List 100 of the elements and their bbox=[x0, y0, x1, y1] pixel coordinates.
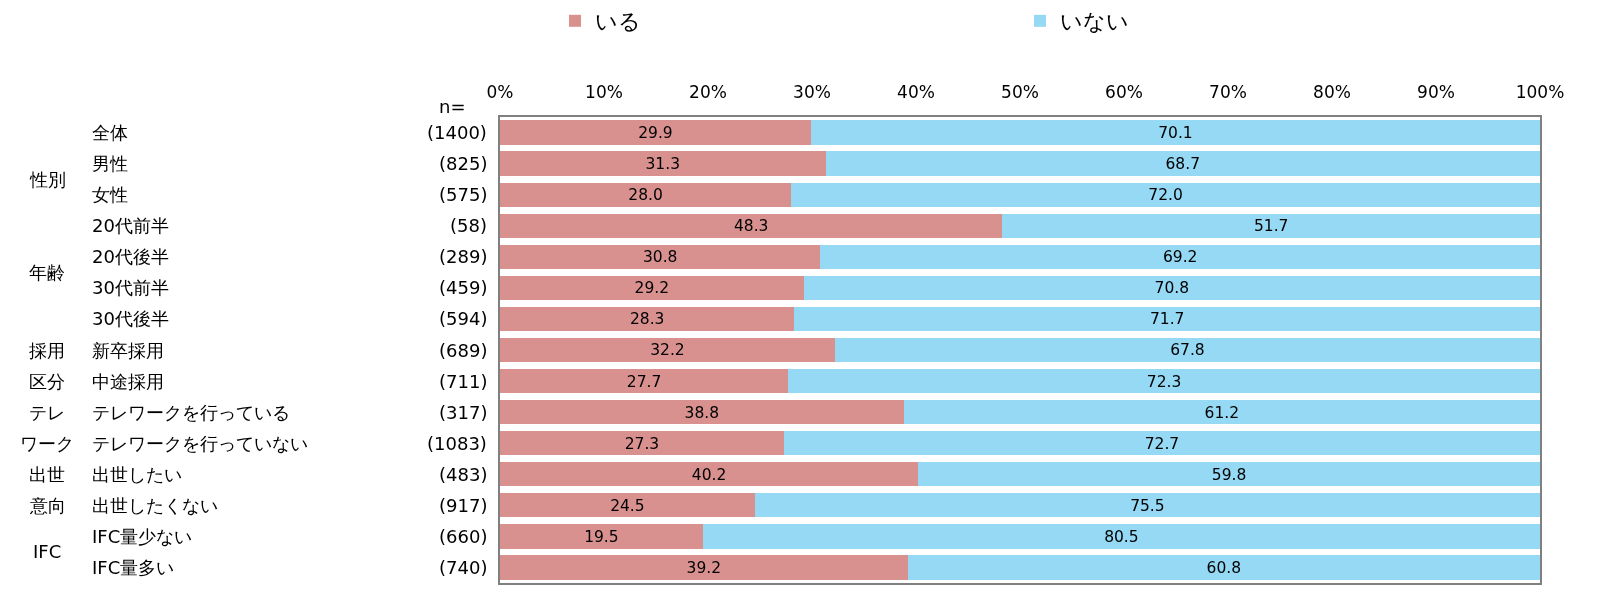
text: (740) bbox=[439, 557, 488, 578]
bar bbox=[500, 182, 792, 207]
data-label: 60.8 bbox=[1206, 558, 1242, 577]
data-label: 27.3 bbox=[624, 434, 660, 453]
y-tick-label: 全体 bbox=[92, 122, 128, 143]
text: (1083) bbox=[427, 433, 487, 454]
text: (459) bbox=[439, 277, 488, 298]
legend-label: いる bbox=[595, 9, 641, 35]
bar bbox=[500, 306, 795, 332]
data-label: 72.0 bbox=[1148, 186, 1183, 205]
bar bbox=[500, 368, 789, 394]
text: ワーク bbox=[20, 433, 74, 454]
y-tick-label: 男性 bbox=[92, 153, 128, 174]
bar bbox=[788, 368, 1540, 394]
text: 意向 bbox=[29, 495, 66, 516]
data-label: 68.7 bbox=[1165, 155, 1201, 174]
bar bbox=[500, 431, 784, 456]
bar bbox=[500, 493, 755, 518]
x-tick-label: 10% bbox=[585, 82, 623, 103]
bar bbox=[918, 462, 1540, 487]
text: n= bbox=[439, 96, 466, 117]
text: (689) bbox=[439, 340, 488, 361]
data-label: 48.3 bbox=[733, 217, 769, 236]
data-label: 40.2 bbox=[691, 465, 727, 484]
data-label: 29.9 bbox=[638, 124, 673, 142]
text: (917) bbox=[439, 495, 488, 516]
y-tick-label: IFC量少ない bbox=[92, 526, 193, 547]
bar bbox=[1002, 213, 1540, 238]
y-tick-label: 出世したい bbox=[92, 464, 182, 485]
x-tick-label: 0% bbox=[486, 82, 514, 103]
data-label: 75.5 bbox=[1130, 496, 1165, 515]
y-tick-label: 30代前半 bbox=[92, 277, 169, 298]
bar bbox=[702, 524, 1540, 549]
data-label: 19.5 bbox=[584, 527, 619, 546]
x-tick-label: 90% bbox=[1417, 82, 1455, 103]
x-tick-label: 60% bbox=[1105, 82, 1143, 103]
text: IFC bbox=[33, 541, 62, 562]
bar bbox=[500, 555, 908, 580]
text: テレ bbox=[29, 402, 65, 423]
y-tick-label: 女性 bbox=[92, 184, 128, 205]
bar bbox=[810, 120, 1540, 145]
text: (289) bbox=[439, 246, 488, 267]
data-label: 67.8 bbox=[1170, 341, 1205, 360]
data-label: 38.8 bbox=[684, 403, 719, 422]
text: (317) bbox=[439, 402, 488, 423]
bar bbox=[500, 462, 919, 487]
text: (1400) bbox=[427, 122, 487, 143]
bar bbox=[803, 275, 1540, 300]
bar bbox=[834, 337, 1540, 363]
bar bbox=[754, 493, 1540, 518]
y-tick-label: IFC量多い bbox=[92, 557, 175, 578]
bar bbox=[500, 400, 904, 425]
bar bbox=[794, 306, 1540, 332]
bar bbox=[500, 151, 826, 176]
data-label: 70.8 bbox=[1154, 279, 1190, 298]
data-label: 71.7 bbox=[1149, 310, 1185, 329]
y-tick-label: 新卒採用 bbox=[92, 340, 164, 361]
bar bbox=[500, 275, 804, 300]
text: 採用 bbox=[29, 340, 65, 361]
y-tick-label: 中途採用 bbox=[92, 371, 164, 392]
y-tick-label: 30代後半 bbox=[92, 308, 169, 329]
data-label: 72.7 bbox=[1144, 434, 1180, 453]
data-label: 32.2 bbox=[650, 341, 685, 360]
y-tick-label: テレワークを行っている bbox=[92, 402, 290, 423]
x-tick-label: 50% bbox=[1001, 82, 1039, 103]
bar bbox=[500, 244, 821, 269]
data-label: 28.0 bbox=[628, 186, 663, 205]
text: (711) bbox=[439, 371, 488, 392]
x-tick-label: 20% bbox=[689, 82, 727, 103]
bar bbox=[903, 400, 1540, 425]
x-tick-label: 100% bbox=[1515, 82, 1565, 103]
data-label: 31.3 bbox=[645, 155, 681, 174]
bar bbox=[500, 524, 703, 549]
y-tick-label: 20代前半 bbox=[92, 215, 169, 236]
bar bbox=[820, 244, 1540, 269]
x-tick-label: 80% bbox=[1313, 82, 1351, 103]
x-tick-label: 70% bbox=[1209, 82, 1247, 103]
legend-label: いない bbox=[1060, 9, 1129, 35]
data-label: 27.7 bbox=[626, 372, 662, 391]
x-tick-label: 40% bbox=[897, 82, 935, 103]
data-label: 61.2 bbox=[1204, 403, 1239, 422]
bar bbox=[500, 337, 835, 363]
data-label: 72.3 bbox=[1146, 372, 1182, 391]
text: 年齢 bbox=[29, 262, 65, 283]
text: (58) bbox=[450, 215, 487, 236]
data-label: 70.1 bbox=[1158, 124, 1193, 142]
text: (575) bbox=[439, 184, 488, 205]
text: (483) bbox=[439, 464, 488, 485]
text: 区分 bbox=[29, 371, 65, 392]
data-label: 39.2 bbox=[686, 558, 722, 577]
text: 出世 bbox=[29, 464, 65, 485]
data-label: 30.8 bbox=[642, 248, 678, 267]
data-label: 59.8 bbox=[1211, 465, 1247, 484]
text: 性別 bbox=[29, 169, 66, 190]
data-label: 24.5 bbox=[610, 496, 645, 515]
text: (594) bbox=[439, 308, 488, 329]
text: (825) bbox=[439, 153, 488, 174]
bar bbox=[500, 120, 811, 145]
bar bbox=[791, 182, 1540, 207]
data-label: 29.2 bbox=[634, 279, 670, 298]
